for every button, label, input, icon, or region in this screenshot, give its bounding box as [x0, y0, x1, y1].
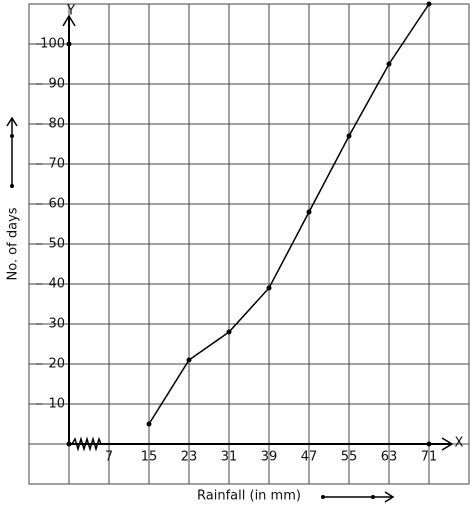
x-tick-label: 47 — [301, 450, 318, 465]
x-title-arrow-dot — [371, 495, 375, 499]
x-title-arrow-head — [384, 491, 395, 503]
y-tick-label: 30 — [48, 317, 65, 332]
x-tick-label: 15 — [141, 450, 158, 465]
x-title-arrow-dot — [321, 495, 325, 499]
y-tick-label: 50 — [48, 237, 65, 252]
line — [148, 3, 430, 425]
x-tick-label: 63 — [381, 450, 398, 465]
y-tick-label: 100 — [40, 37, 65, 52]
x-axis-arrow — [441, 437, 454, 451]
point — [346, 133, 352, 139]
y-tick-label: 40 — [48, 277, 65, 292]
axis-dot — [66, 41, 72, 47]
y-tick-label: 80 — [48, 117, 65, 132]
y-tick-label: 10 — [48, 397, 65, 412]
point — [226, 329, 232, 335]
y-axis-title: No. of days — [6, 207, 21, 280]
y-axis-letter: Y — [66, 4, 75, 19]
y-tick-label: 60 — [48, 197, 65, 212]
y-title-arrow-dot — [10, 134, 14, 138]
point — [386, 61, 392, 67]
axis-break — [71, 436, 102, 452]
y-axis-arrow — [62, 14, 76, 27]
x-axis-title: Rainfall (in mm) — [197, 489, 301, 504]
point — [146, 421, 152, 427]
axis-dot — [426, 441, 432, 447]
plot — [29, 4, 469, 484]
x-tick-label: 7 — [105, 450, 113, 465]
x-tick-label: 39 — [261, 450, 278, 465]
x-tick-label: 31 — [221, 450, 238, 465]
point — [186, 357, 192, 363]
x-axis-letter: X — [455, 436, 464, 451]
x-tick-label: 55 — [341, 450, 358, 465]
point — [426, 1, 432, 7]
x-tick-label: 23 — [181, 450, 198, 465]
y-tick-label: 70 — [48, 157, 65, 172]
point — [306, 209, 312, 215]
y-title-arrow-head — [6, 116, 18, 127]
y-tick-label: 90 — [48, 77, 65, 92]
point — [266, 285, 272, 291]
x-tick-label: 71 — [421, 450, 438, 465]
y-tick-label: 20 — [48, 357, 65, 372]
origin-dot — [66, 441, 72, 447]
y-title-arrow-dot — [10, 184, 14, 188]
